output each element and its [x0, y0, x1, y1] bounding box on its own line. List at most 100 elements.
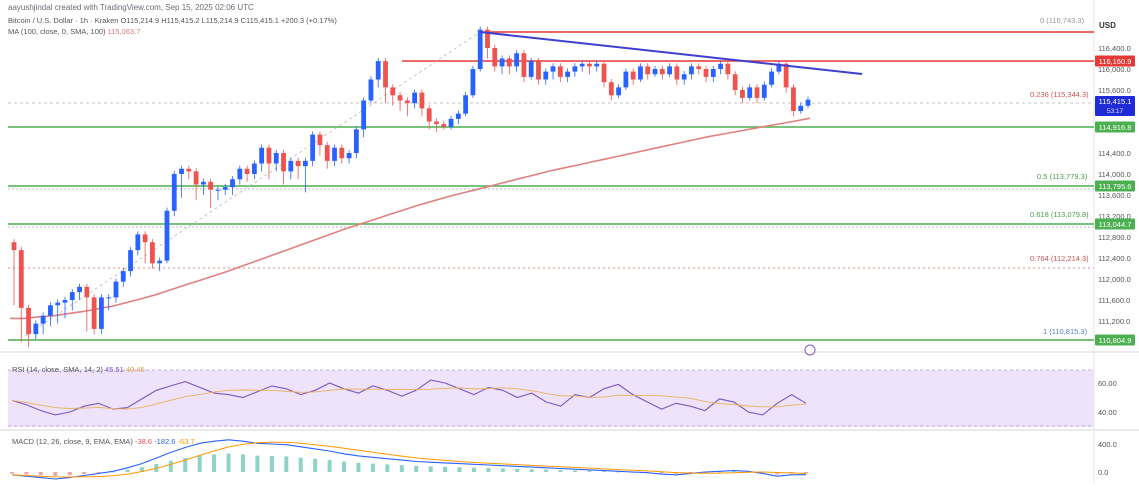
rsi-legend: RSI (14, close, SMA, 14, 2) 45.51 49.45 — [12, 365, 145, 374]
candle-body — [587, 63, 592, 67]
macd-histogram-bar — [399, 465, 404, 472]
fib-level-label: 0.618 (113,079.8) — [1030, 210, 1089, 219]
resistance-badge: 116,160.9 — [1099, 57, 1132, 66]
candle-body — [40, 315, 46, 324]
candle-body — [361, 100, 367, 130]
candle-body — [776, 63, 782, 72]
candle-body — [295, 160, 301, 167]
candle-body — [383, 61, 388, 88]
candle-body — [485, 29, 490, 48]
candle-body — [288, 160, 294, 172]
candle-body — [128, 250, 133, 272]
candle-body — [412, 92, 418, 104]
candle-body — [434, 121, 439, 125]
macd-histogram-bar — [298, 457, 303, 472]
candle-body — [426, 108, 432, 122]
macd-histogram-bar — [385, 464, 390, 472]
candle-body — [390, 87, 396, 96]
candle-body — [506, 58, 512, 67]
rsi-ma-line — [11, 387, 807, 410]
candle-body — [48, 305, 53, 316]
candle-body — [499, 58, 505, 67]
candle-body — [164, 210, 170, 261]
candle-body — [550, 66, 556, 72]
candle-body — [492, 48, 498, 67]
ma-legend-label: MA (100, close, 0, SMA, 100) — [8, 27, 106, 36]
rsi-tick-label: 40.00 — [1098, 408, 1117, 417]
candle-body — [84, 286, 90, 298]
macd-histogram-bar — [10, 472, 14, 474]
candle-body — [572, 66, 578, 72]
macd-histogram-bar — [688, 472, 693, 473]
candle-body — [157, 260, 163, 264]
macd-histogram-bar — [183, 458, 188, 472]
macd-histogram-bar — [804, 472, 808, 474]
price-tick-label: 113,600.0 — [1098, 191, 1131, 200]
price-tick-label: 116,000.0 — [1098, 65, 1131, 74]
candle-body — [769, 71, 774, 85]
price-tick-label: 114,400.0 — [1098, 149, 1131, 158]
macd-histogram-bar — [573, 470, 578, 472]
macd-histogram-bar — [168, 460, 173, 472]
macd-histogram-bar — [471, 467, 476, 472]
support3-badge: 113,044.7 — [1099, 220, 1132, 229]
candle-body — [754, 87, 760, 98]
candle-body — [783, 63, 789, 88]
candle-body — [208, 181, 214, 190]
candle-body — [237, 168, 243, 180]
candle-body — [718, 63, 723, 69]
candle-body — [477, 29, 483, 69]
macd-histogram-bar — [67, 472, 72, 476]
candle-body — [200, 181, 206, 185]
macd-histogram-bar — [616, 471, 621, 473]
support4-badge-bg — [1095, 334, 1135, 346]
fib-retracement-connector — [24, 31, 481, 337]
candle-body — [419, 92, 425, 109]
support2-badge: 113,795.6 — [1099, 182, 1132, 191]
candle-body — [638, 66, 643, 80]
macd-histogram-bar — [457, 467, 462, 472]
candle-body — [689, 66, 694, 75]
candle-body — [696, 66, 702, 69]
candle-body — [353, 129, 359, 153]
macd-histogram-bar — [659, 472, 664, 474]
support1-badge: 114,916.8 — [1099, 123, 1132, 132]
macd-histogram-bar — [82, 472, 87, 474]
current-price-badge: 115,415.1 — [1099, 97, 1132, 106]
candle-body — [397, 95, 403, 101]
candle-body — [441, 124, 447, 127]
candle-body — [659, 69, 665, 75]
rsi-tick-label: 60.00 — [1098, 379, 1117, 388]
candle-body — [543, 71, 549, 80]
alert-marker-icon[interactable] — [804, 344, 816, 356]
current-price-badge-bg — [1095, 96, 1135, 116]
macd-histogram-bar — [38, 472, 43, 476]
price-tick-label: 111,200.0 — [1098, 317, 1130, 326]
candle-body — [514, 53, 520, 67]
ma-legend-value: 115,063.7 — [107, 27, 141, 36]
macd-histogram-bar — [342, 461, 347, 472]
macd-histogram-bar — [125, 469, 130, 472]
macd-histogram-bar — [240, 454, 245, 472]
candle-body — [805, 99, 811, 106]
macd-histogram-bar — [443, 466, 448, 472]
candle-body — [798, 105, 804, 111]
rsi-legend-ma-value: 49.45 — [125, 365, 145, 374]
candle-body — [667, 66, 672, 75]
macd-histogram-bar — [428, 466, 433, 472]
macd-histogram-bar — [255, 455, 260, 472]
fib-level-label: 0.5 (113,779.3) — [1037, 172, 1088, 181]
fib-level-label: 0.236 (115,344.3) — [1030, 90, 1089, 99]
macd-histogram-bar — [601, 471, 606, 472]
candle-body — [579, 63, 585, 67]
candle-body — [740, 90, 745, 98]
candle-body — [317, 134, 323, 146]
candle-body — [77, 286, 82, 293]
candle-body — [725, 63, 731, 75]
price-tick-label: 114,000.0 — [1098, 170, 1131, 179]
candle-body — [186, 168, 192, 172]
candle-body — [120, 271, 126, 282]
macd-histogram-bar — [486, 468, 491, 472]
